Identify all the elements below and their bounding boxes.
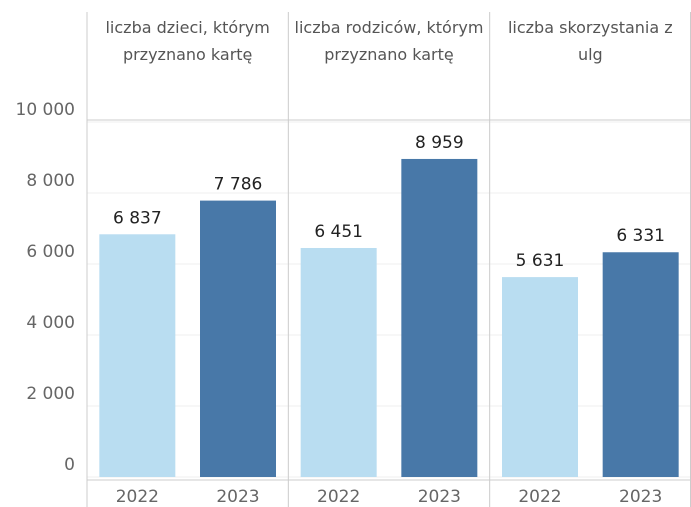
panel-title: liczba skorzystania z ulg: [507, 18, 673, 64]
y-tick-label: 10 000: [16, 100, 75, 120]
bar: [200, 200, 276, 478]
value-label: 7 786: [214, 175, 263, 195]
value-label: 8 959: [415, 133, 464, 153]
value-label: 6 837: [113, 208, 162, 228]
value-label: 6 451: [314, 222, 363, 242]
y-tick-label: 0: [64, 455, 75, 475]
bar: [99, 234, 176, 477]
value-label: 6 331: [616, 226, 665, 246]
x-tick-label: 2023: [418, 487, 461, 507]
x-tick-label: 2022: [317, 487, 360, 507]
x-tick-label: 2022: [518, 487, 561, 507]
x-tick-label: 2022: [116, 487, 159, 507]
value-label: 5 631: [516, 251, 565, 271]
bar: [300, 247, 377, 477]
panel-title: liczba dzieci, którym przyznano kartę: [105, 18, 270, 64]
x-tick-label: 2023: [216, 487, 259, 507]
y-tick-label: 2 000: [26, 384, 75, 404]
panel-title: liczba rodziców, którym przyznano kartę: [294, 18, 484, 64]
y-tick-label: 8 000: [26, 171, 75, 191]
y-tick-label: 4 000: [26, 313, 75, 333]
bar: [502, 277, 578, 477]
bar: [602, 252, 679, 477]
y-tick-label: 6 000: [26, 242, 75, 262]
bar: [401, 158, 478, 477]
x-tick-label: 2023: [619, 487, 662, 507]
